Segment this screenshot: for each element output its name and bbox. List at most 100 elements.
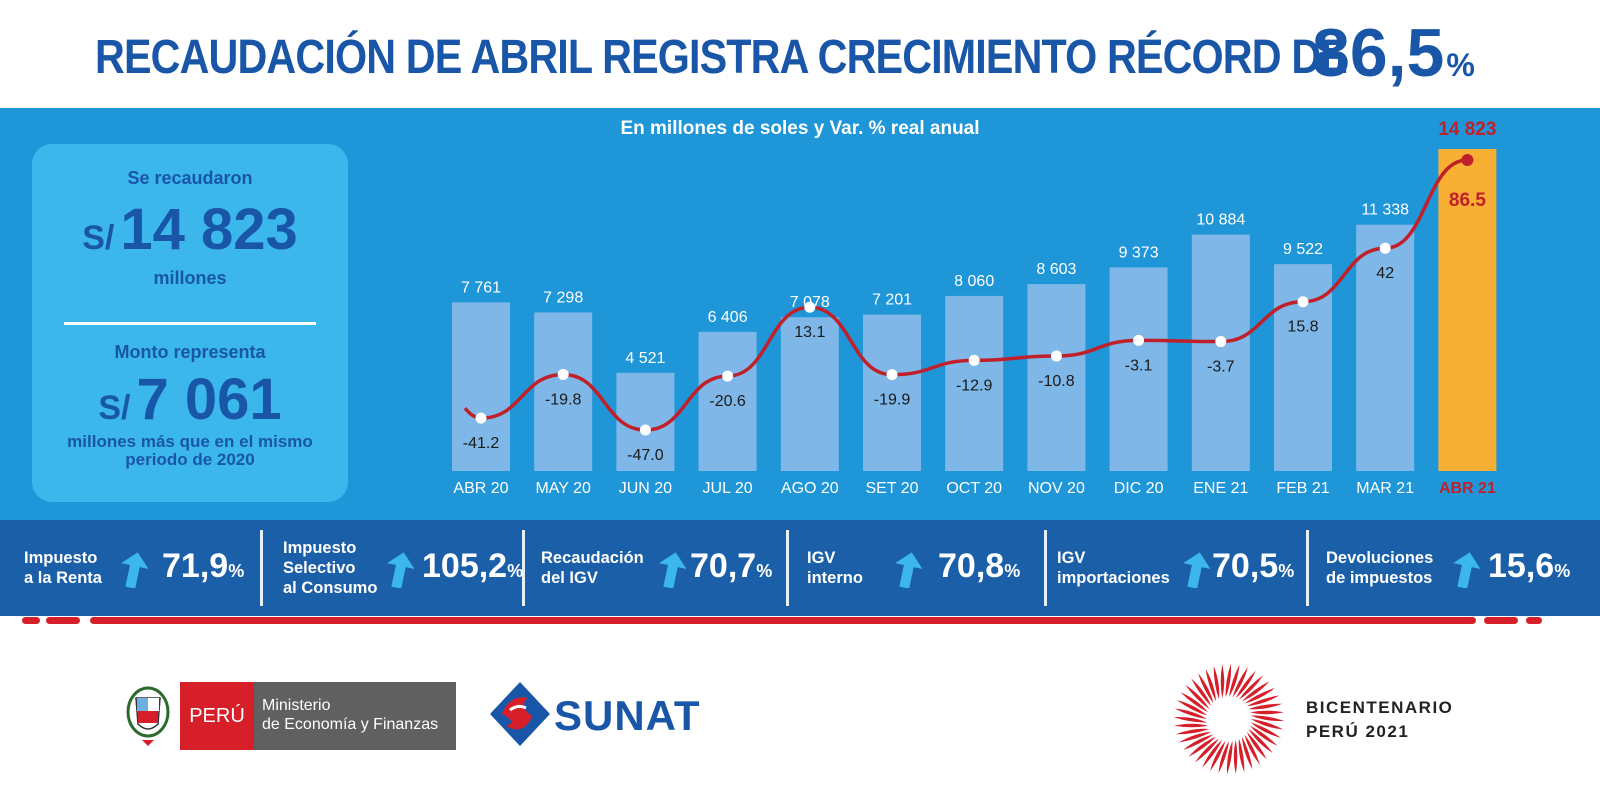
- headline-value-number: 86,5: [1312, 15, 1445, 91]
- arrow-up-icon: [1453, 552, 1480, 588]
- indicator-value-unit: %: [228, 561, 245, 581]
- bar-value-label: 7 298: [543, 289, 583, 306]
- indicator-separator: [522, 530, 525, 606]
- chart-bar: [534, 312, 593, 471]
- peru-coat-of-arms-icon: [126, 686, 170, 746]
- indicator-value-number: 70,7: [690, 547, 757, 585]
- chart-bar: [616, 372, 675, 471]
- red-dash-strip: [0, 617, 1600, 625]
- sun-ray: [1174, 723, 1209, 728]
- x-axis-tick-label: FEB 21: [1276, 480, 1329, 497]
- mef-name-line1: Ministerio: [262, 697, 331, 714]
- sun-ray: [1229, 664, 1240, 697]
- summary-amount-number: 14 823: [120, 197, 298, 262]
- bar-value-label: 8 060: [954, 273, 994, 290]
- variation-point: [1215, 336, 1227, 348]
- summary-amount-total: S/14 823: [32, 196, 348, 263]
- bicentenario-line1: BICENTENARIO: [1306, 698, 1454, 717]
- summary-divider: [64, 322, 316, 325]
- variation-label: -20.6: [709, 393, 746, 410]
- variation-label: 86.5: [1449, 190, 1486, 211]
- bar-value-label: 8 603: [1036, 261, 1076, 278]
- indicator-label: Impuesto Selectivo al Consumo: [283, 538, 377, 598]
- indicator-label-line1: Impuesto: [24, 549, 98, 567]
- indicator-value: 70,5%: [1212, 547, 1294, 586]
- chart-bar: [780, 317, 839, 471]
- summary-amount-unit: millones: [153, 268, 227, 288]
- sun-ray: [1238, 675, 1264, 700]
- sun-ray: [1244, 734, 1260, 765]
- variation-label: -19.8: [545, 391, 582, 408]
- indicator-label-line2: importaciones: [1057, 569, 1170, 587]
- indicator-value-unit: %: [1554, 561, 1571, 581]
- variation-label: 13.1: [794, 324, 825, 341]
- summary-currency: S/: [82, 219, 115, 257]
- sun-ray: [1248, 728, 1273, 754]
- sun-ray: [1188, 736, 1217, 757]
- variation-label: 15.8: [1287, 319, 1318, 336]
- indicator-value-unit: %: [1278, 561, 1295, 581]
- bar-value-label: 4 521: [625, 350, 665, 367]
- x-axis-tick-label: SET 20: [865, 480, 918, 497]
- red-dash: [1526, 617, 1542, 624]
- indicator-value: 105,2%: [422, 547, 523, 586]
- x-axis-tick-label: ABR 21: [1439, 480, 1496, 497]
- variation-point: [1297, 296, 1309, 308]
- bar-value-label: 7 761: [461, 279, 501, 296]
- x-axis-tick-label: ABR 20: [453, 480, 508, 497]
- indicator-separator: [786, 530, 789, 606]
- arrow-up-icon: [1183, 552, 1210, 588]
- sun-ray: [1174, 708, 1207, 719]
- sun-ray: [1173, 716, 1208, 723]
- indicator-label: Recaudación del IGV: [541, 548, 644, 588]
- summary-note-line1: millones más que en el mismo: [67, 432, 313, 451]
- variation-point: [1461, 154, 1474, 166]
- sun-ray: [1191, 678, 1212, 707]
- summary-label-mid: Monto representa: [114, 342, 266, 362]
- indicator-strip: Impuesto a la Renta 71,9% Impuesto Selectivo…: [0, 520, 1600, 616]
- indicator-value-number: 70,8: [938, 547, 1005, 585]
- variation-point: [1133, 334, 1145, 346]
- variation-point: [475, 412, 487, 424]
- x-axis-tick-label: DIC 20: [1114, 480, 1164, 497]
- indicator-value-number: 105,2: [422, 547, 508, 585]
- variation-point: [1379, 242, 1391, 254]
- x-axis-tick-label: OCT 20: [946, 480, 1002, 497]
- chart-bar: [945, 295, 1004, 471]
- summary-card: Se recaudaron S/14 823 millones Monto re…: [32, 144, 348, 502]
- variation-point: [1050, 350, 1062, 362]
- indicator-label-line1: Devoluciones: [1326, 549, 1434, 567]
- sun-ray: [1241, 736, 1253, 770]
- summary-amount2-number: 7 061: [136, 367, 282, 432]
- headline-value-unit: %: [1446, 47, 1475, 83]
- sunat-wordmark: SUNAT: [554, 692, 701, 739]
- arrow-up-icon: [659, 552, 686, 588]
- chart-bar: [863, 314, 921, 471]
- variation-point: [968, 354, 980, 366]
- mef-name: Ministerio de Economía y Finanzas: [254, 682, 456, 750]
- sun-ray: [1220, 664, 1225, 699]
- bicentenario-line2: PERÚ 2021: [1306, 722, 1410, 741]
- variation-label: -10.8: [1038, 373, 1075, 390]
- x-axis-tick-label: MAY 20: [535, 480, 591, 497]
- indicator-label: Devoluciones de impuestos: [1326, 548, 1433, 588]
- sun-ray: [1226, 740, 1233, 775]
- chart-bar: [1356, 224, 1415, 471]
- summary-amount-difference: S/7 061: [32, 366, 348, 433]
- chart-subtitle: En millones de soles y Var. % real anual: [620, 118, 980, 139]
- x-axis-tick-label: ENE 21: [1193, 480, 1248, 497]
- variation-label: -3.7: [1207, 359, 1235, 376]
- variation-point: [557, 368, 569, 380]
- indicator-value: 70,7%: [690, 547, 772, 586]
- x-axis-tick-label: JUN 20: [619, 480, 672, 497]
- sun-ray: [1175, 728, 1210, 735]
- indicator-value-number: 71,9: [162, 547, 229, 585]
- indicator-label-line1: Recaudación: [541, 549, 644, 567]
- footer-logos: PERÚ Ministerio de Economía y Finanzas S…: [0, 630, 1600, 800]
- indicator-separator: [260, 530, 263, 606]
- variation-label: -12.9: [956, 377, 993, 394]
- indicator-separator: [1306, 530, 1309, 606]
- indicator-label: IGV importaciones: [1057, 548, 1170, 588]
- indicator-separator: [1044, 530, 1047, 606]
- variation-label: 42: [1376, 265, 1394, 282]
